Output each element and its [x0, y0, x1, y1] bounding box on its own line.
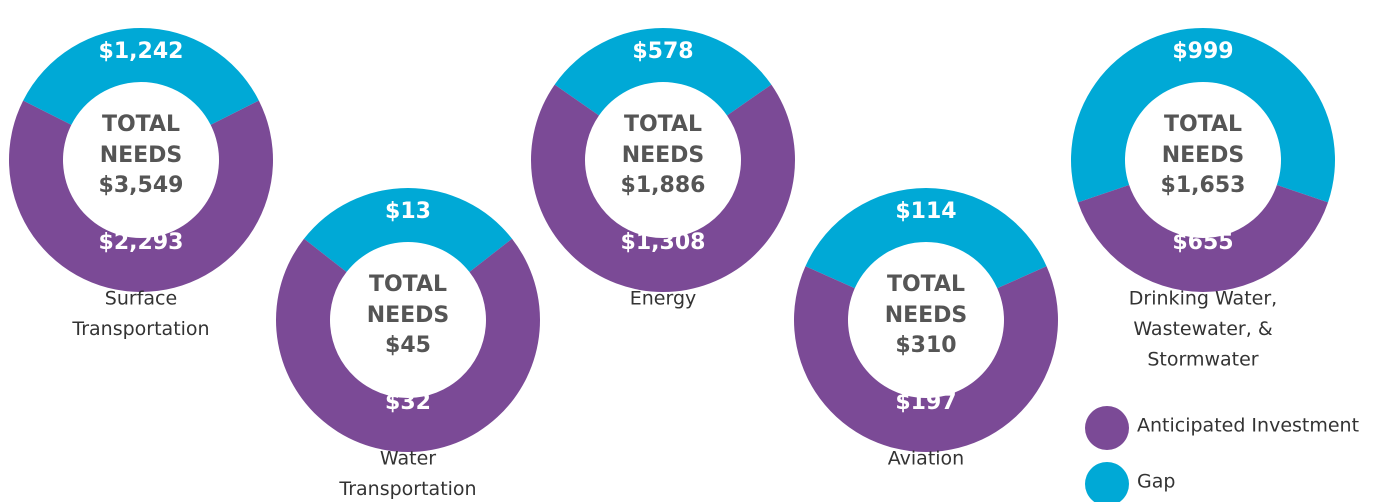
donut-segment	[303, 188, 513, 272]
donut-segment	[794, 266, 1059, 453]
center-label: TOTAL	[1164, 112, 1242, 137]
center-label: NEEDS	[1162, 143, 1245, 168]
total-label: $45	[385, 333, 431, 358]
total-label: $1,653	[1161, 173, 1246, 198]
value-label: $1,242	[99, 39, 184, 64]
legend-label: Anticipated Investment	[1137, 415, 1359, 437]
center-label: TOTAL	[369, 272, 447, 297]
donut-segment	[805, 188, 1047, 289]
total-label: $310	[895, 333, 956, 358]
legend-label: Gap	[1137, 471, 1175, 493]
value-label: $197	[895, 390, 956, 415]
chart-title: Energy	[630, 288, 697, 310]
total-label: $3,549	[99, 173, 184, 198]
center-label: TOTAL	[624, 112, 702, 137]
donut-segment	[554, 27, 772, 116]
value-label: $999	[1172, 39, 1233, 64]
donut-segment	[23, 28, 259, 125]
chart-title: Aviation	[888, 448, 964, 470]
value-label: $655	[1172, 230, 1233, 255]
value-label: $2,293	[99, 230, 184, 255]
value-label: $32	[385, 390, 431, 415]
donut-segment	[1071, 28, 1335, 203]
chart-title: Transportation	[71, 318, 209, 340]
value-label: $114	[895, 199, 956, 224]
donut-segment	[530, 84, 795, 292]
chart-title: Transportation	[338, 478, 476, 500]
legend-swatch	[1085, 462, 1129, 502]
chart-title: Water	[380, 448, 436, 470]
legend-swatch	[1085, 406, 1129, 450]
center-label: TOTAL	[102, 112, 180, 137]
center-label: NEEDS	[100, 143, 183, 168]
donut-segment	[275, 238, 540, 452]
total-label: $1,886	[621, 173, 706, 198]
center-label: NEEDS	[367, 303, 450, 328]
chart-title: Surface	[105, 288, 177, 310]
chart-title: Wastewater, &	[1133, 318, 1272, 340]
center-label: NEEDS	[885, 303, 968, 328]
center-label: NEEDS	[622, 143, 705, 168]
donut-segment	[1077, 185, 1329, 293]
value-label: $13	[385, 199, 431, 224]
center-label: TOTAL	[887, 272, 965, 297]
chart-title: Drinking Water,	[1129, 288, 1277, 310]
donut-segment	[8, 100, 274, 292]
value-label: $1,308	[621, 230, 706, 255]
chart-title: Stormwater	[1147, 349, 1258, 371]
value-label: $578	[632, 39, 693, 64]
